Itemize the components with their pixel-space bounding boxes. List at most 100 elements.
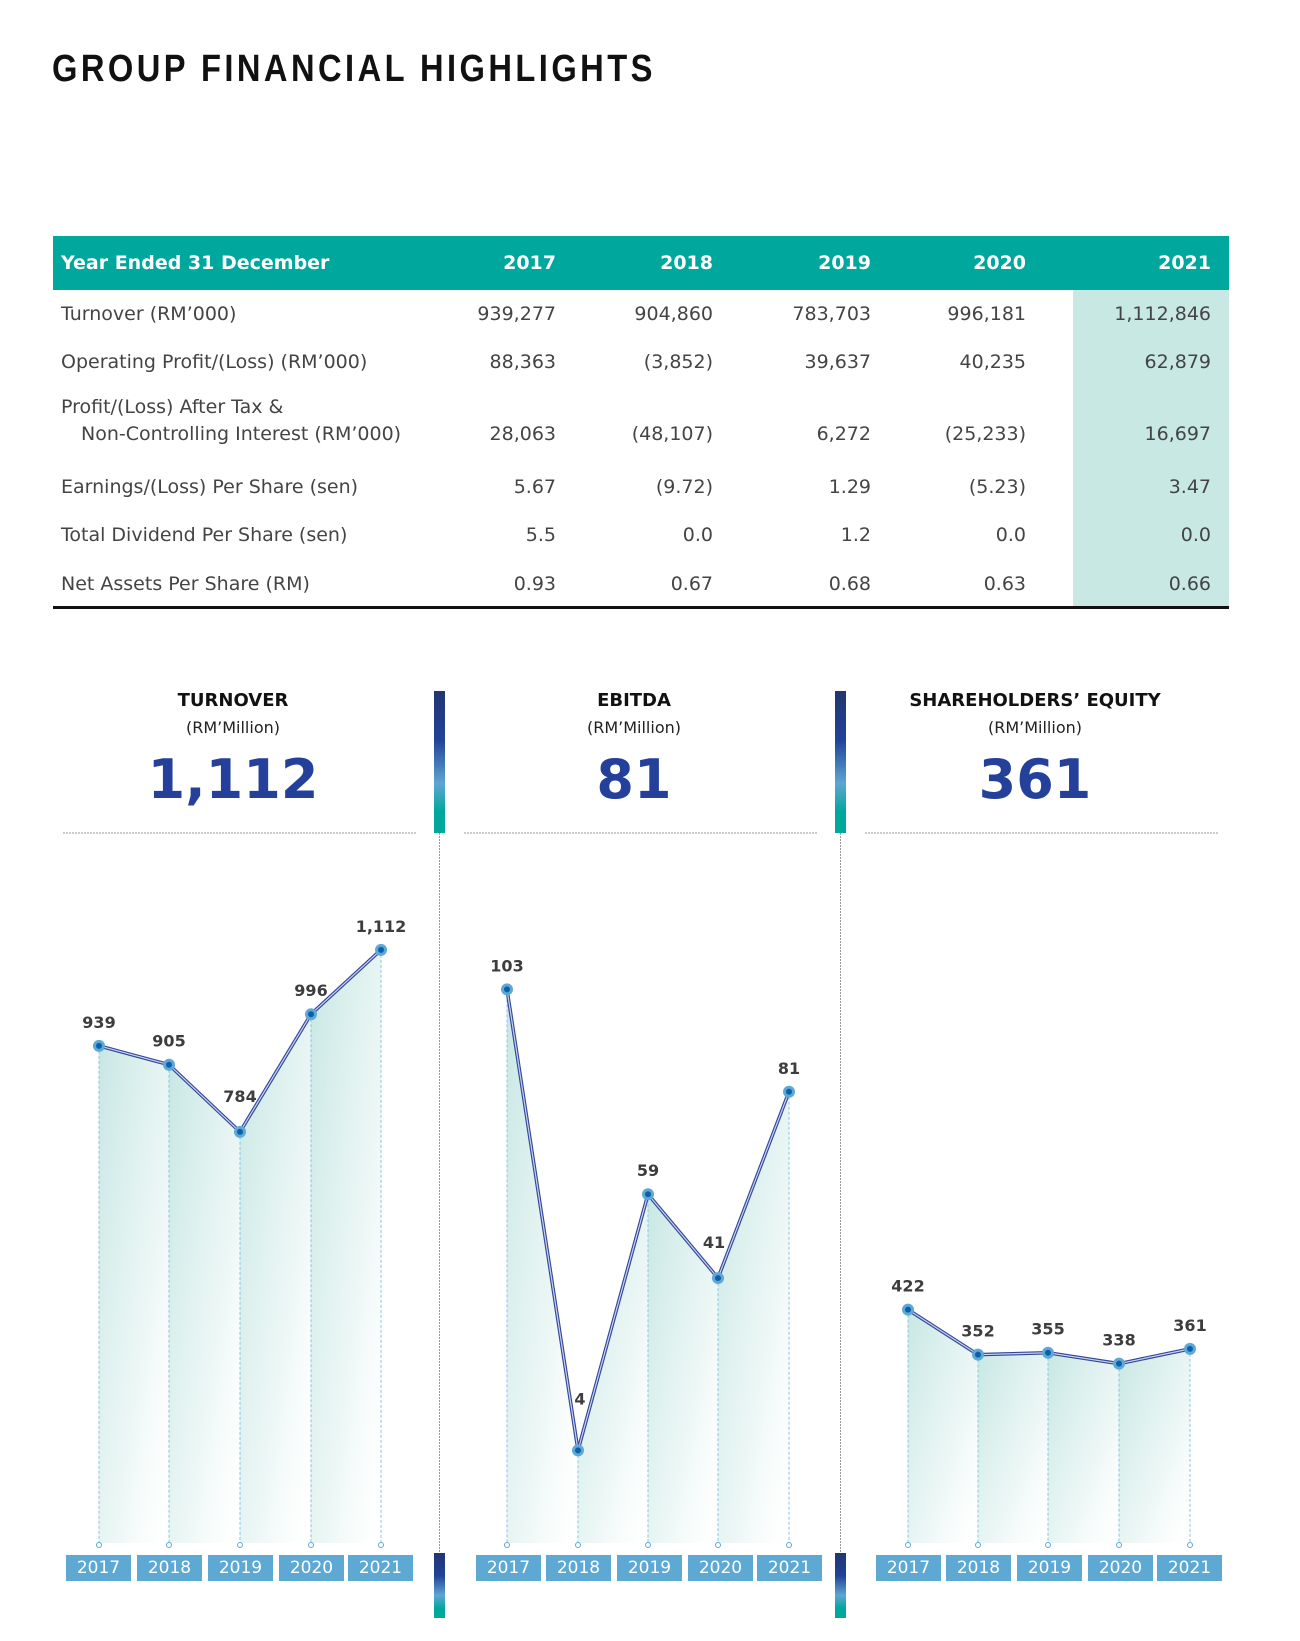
year-label: 2021 xyxy=(757,1555,822,1581)
row-value: 5.5 xyxy=(525,524,556,546)
row-value: (5.23) xyxy=(968,476,1026,498)
row-value: 28,063 xyxy=(489,423,556,445)
area-segment xyxy=(1119,1348,1190,1543)
area-segment xyxy=(240,1014,311,1543)
baseline-marker xyxy=(96,1542,102,1548)
divider-bar-bottom xyxy=(434,1553,445,1618)
row-value: 0.0 xyxy=(1180,524,1211,546)
area-segment xyxy=(311,949,381,1543)
baseline-marker xyxy=(715,1542,721,1548)
data-label: 41 xyxy=(703,1233,725,1252)
row-value: 0.93 xyxy=(513,573,556,595)
year-label: 2020 xyxy=(1088,1555,1153,1581)
area-segment xyxy=(718,1091,789,1543)
data-label: 1,112 xyxy=(356,917,407,936)
year-label: 2021 xyxy=(1157,1555,1222,1581)
row-value: 88,363 xyxy=(489,351,556,373)
data-point-core xyxy=(575,1447,581,1454)
data-label: 103 xyxy=(490,956,523,975)
row-label: Non-Controlling Interest (RM’000) xyxy=(81,423,402,445)
area-segment xyxy=(648,1194,718,1543)
data-point-core xyxy=(1187,1345,1193,1352)
year-label: 2019 xyxy=(617,1555,682,1581)
data-label: 996 xyxy=(294,981,327,1000)
row-value: 783,703 xyxy=(792,303,871,325)
row-value: 0.66 xyxy=(1168,573,1211,595)
baseline-marker xyxy=(786,1542,792,1548)
area-segment xyxy=(507,989,578,1543)
row-value: 0.0 xyxy=(995,524,1026,546)
baseline-marker xyxy=(905,1542,911,1548)
baseline-marker xyxy=(1045,1542,1051,1548)
divider-bar-top xyxy=(434,691,445,833)
data-point-core xyxy=(715,1275,721,1282)
data-point-core xyxy=(905,1306,911,1313)
data-label: 338 xyxy=(1102,1331,1135,1350)
row-value: (9.72) xyxy=(655,476,713,498)
baseline-marker xyxy=(308,1542,314,1548)
highlight-column-2021 xyxy=(1073,290,1229,608)
year-label: 2020 xyxy=(279,1555,344,1581)
data-point-core xyxy=(237,1128,243,1135)
row-value: 1.2 xyxy=(840,524,871,546)
baseline-marker xyxy=(166,1542,172,1548)
data-label: 352 xyxy=(961,1322,994,1341)
row-value: 39,637 xyxy=(804,351,871,373)
baseline-marker xyxy=(575,1542,581,1548)
chart-headline-value: 361 xyxy=(978,748,1092,811)
row-value: 5.67 xyxy=(513,476,556,498)
chart-title: EBITDA xyxy=(597,690,671,711)
data-point-core xyxy=(308,1011,314,1018)
chart-unit: (RM’Million) xyxy=(987,718,1082,737)
data-point-core xyxy=(1116,1360,1122,1367)
header-label: Year Ended 31 December xyxy=(61,252,330,274)
chart-2: 422 352 355 338 361 xyxy=(891,1277,1207,1548)
data-label: 905 xyxy=(152,1032,185,1051)
data-label: 361 xyxy=(1173,1316,1206,1335)
row-value: (3,852) xyxy=(643,351,713,373)
row-value: (48,107) xyxy=(631,423,713,445)
year-label: 2019 xyxy=(1017,1555,1082,1581)
header-year: 2017 xyxy=(503,252,556,274)
row-value: 996,181 xyxy=(947,303,1026,325)
row-label: Total Dividend Per Share (sen) xyxy=(61,524,348,546)
row-label: Profit/(Loss) After Tax & xyxy=(61,396,284,418)
baseline-marker xyxy=(1187,1542,1193,1548)
row-value: 1,112,846 xyxy=(1114,303,1211,325)
row-value: 0.68 xyxy=(828,573,871,595)
data-label: 784 xyxy=(223,1087,256,1106)
baseline-marker xyxy=(645,1542,651,1548)
data-label: 4 xyxy=(574,1389,585,1408)
chart-0: 939 905 784 996 1,112 xyxy=(82,917,406,1548)
row-label: Earnings/(Loss) Per Share (sen) xyxy=(61,476,359,498)
baseline-marker xyxy=(378,1542,384,1548)
row-label: Turnover (RM’000) xyxy=(61,303,237,325)
data-label: 355 xyxy=(1031,1320,1064,1339)
row-value: 62,879 xyxy=(1144,351,1211,373)
area-segment xyxy=(578,1194,648,1543)
data-point-core xyxy=(166,1061,172,1068)
area-segment xyxy=(1048,1352,1119,1543)
area-segment xyxy=(99,1045,169,1543)
data-label: 81 xyxy=(778,1059,800,1078)
header-year: 2019 xyxy=(818,252,871,274)
chart-headline-value: 1,112 xyxy=(147,748,319,811)
table-header: Year Ended 31 December 2017 2018 2019 20… xyxy=(53,236,1229,290)
row-value: 0.0 xyxy=(682,524,713,546)
row-value: 6,272 xyxy=(816,423,871,445)
row-value: 1.29 xyxy=(828,476,871,498)
year-label: 2018 xyxy=(137,1555,202,1581)
row-value: 939,277 xyxy=(477,303,556,325)
data-point-core xyxy=(96,1042,102,1049)
page-title: GROUP FINANCIAL HIGHLIGHTS xyxy=(52,48,656,90)
chart-unit: (RM’Million) xyxy=(185,718,280,737)
row-label: Operating Profit/(Loss) (RM’000) xyxy=(61,351,368,373)
year-label: 2017 xyxy=(66,1555,131,1581)
data-point-core xyxy=(975,1351,981,1358)
chart-1: 103 4 59 41 81 xyxy=(490,956,800,1548)
data-point-core xyxy=(378,946,384,953)
row-value: 3.47 xyxy=(1168,476,1211,498)
table-bottom-rule xyxy=(53,606,1229,609)
baseline-marker xyxy=(504,1542,510,1548)
